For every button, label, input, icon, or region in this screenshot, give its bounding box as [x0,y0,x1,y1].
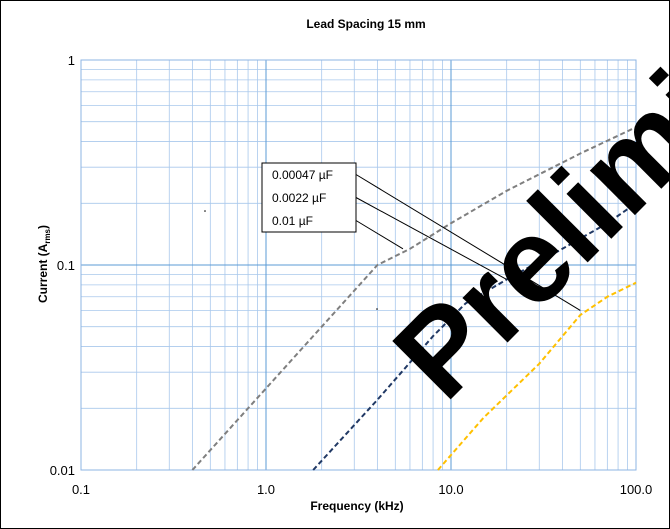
x-tick-label: 0.1 [72,482,90,497]
tick-labels: 0.1 1.0 10.0 100.0 0.01 0.1 1 [50,53,653,497]
y-tick-label: 0.01 [50,463,75,478]
watermark-layer: Preliminary [369,0,670,423]
legend-label: 0.01 µF [272,214,313,228]
series-line [312,202,637,471]
y-axis-label: Current (Arms) [36,225,52,303]
leader-line [355,197,507,280]
plot-border [80,59,637,471]
x-axis-label: Frequency (kHz) [310,499,403,513]
legend-label: 0.00047 µF [272,168,333,182]
chart-title: Lead Spacing 15 mm [306,17,425,31]
series-line [191,126,637,471]
legend-label: 0.0022 µF [272,191,326,205]
y-axis-label-close: ) [36,225,50,229]
stray-dot [204,210,206,212]
x-tick-label: 1.0 [257,482,275,497]
watermark-text: Preliminary [369,0,670,423]
legend-box-border [261,162,357,233]
y-axis-label-main: Current (A [36,243,50,303]
leader-lines [355,174,581,311]
leader-line [355,220,404,250]
x-tick-label: 10.0 [438,482,463,497]
x-tick-label: 100.0 [620,482,653,497]
series-layer [191,126,637,471]
y-axis-label-sub: rms [43,228,52,243]
leader-line [355,174,581,311]
stray-dot [376,308,378,310]
series-line [437,281,637,471]
y-tick-label: 0.1 [57,258,75,273]
legend-box: 0.00047 µF 0.0022 µF 0.01 µF [261,162,357,233]
y-tick-label: 1 [68,53,75,68]
